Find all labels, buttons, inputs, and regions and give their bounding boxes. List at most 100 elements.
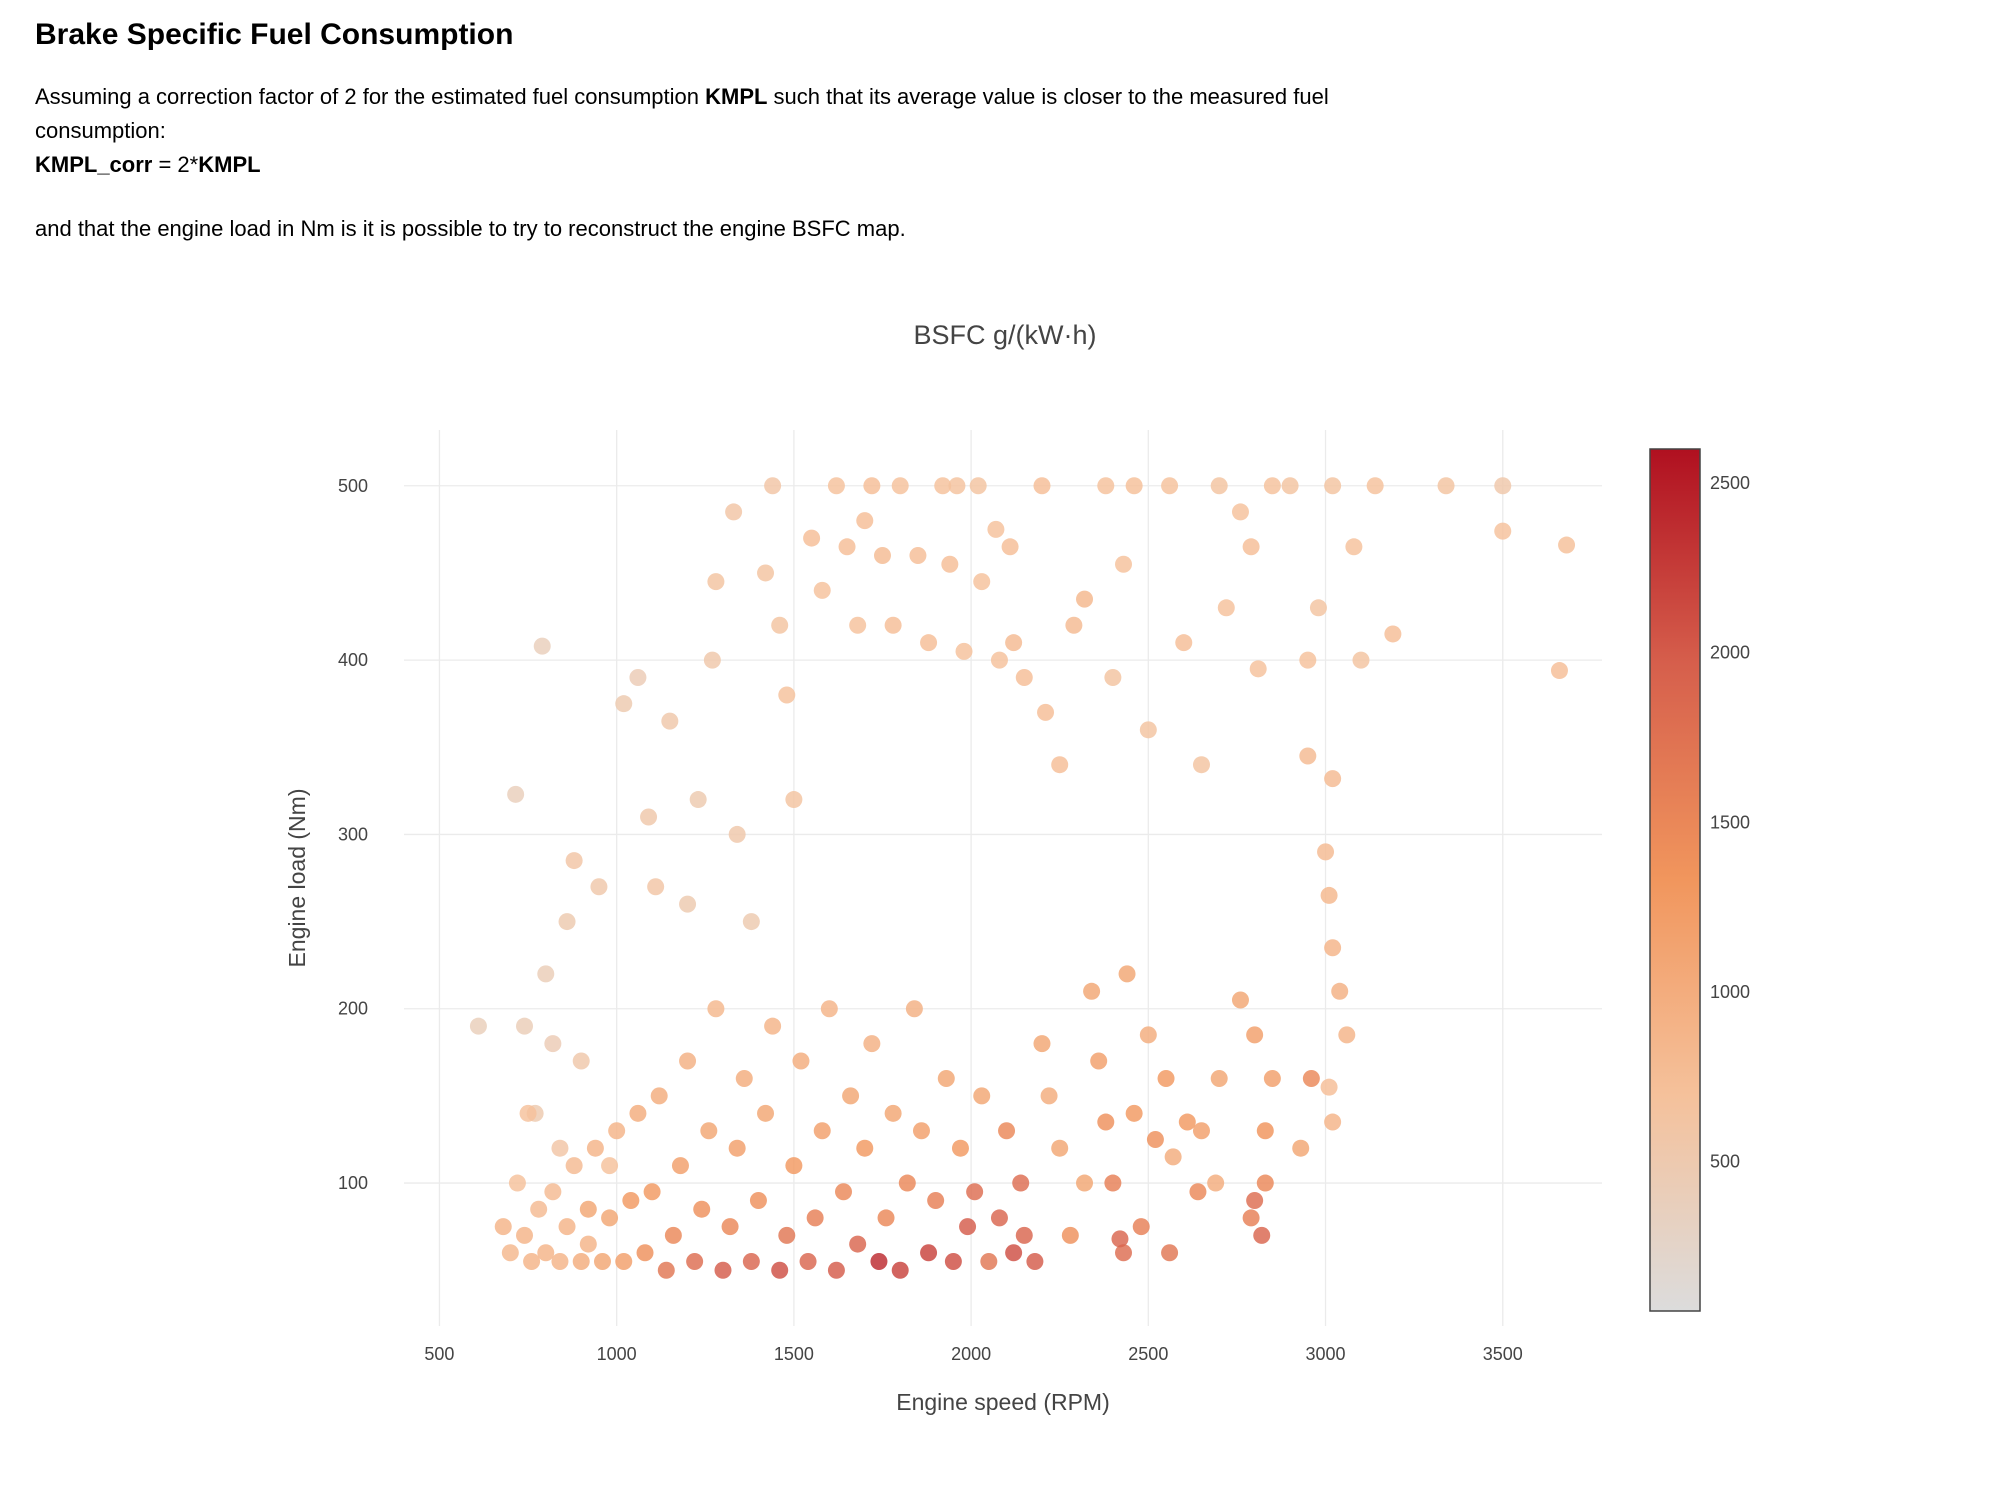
data-point[interactable] xyxy=(948,477,966,495)
data-point[interactable] xyxy=(703,651,721,669)
data-point[interactable] xyxy=(1146,1130,1164,1148)
data-point[interactable] xyxy=(725,503,743,521)
data-point[interactable] xyxy=(1210,1069,1228,1087)
data-point[interactable] xyxy=(689,791,707,809)
data-point[interactable] xyxy=(799,1253,817,1271)
data-point[interactable] xyxy=(1076,590,1094,608)
data-point[interactable] xyxy=(707,573,725,591)
data-point[interactable] xyxy=(1494,477,1512,495)
data-point[interactable] xyxy=(944,1253,962,1271)
data-point[interactable] xyxy=(1338,1026,1356,1044)
data-point[interactable] xyxy=(951,1139,969,1157)
data-point[interactable] xyxy=(870,1253,888,1271)
data-point[interactable] xyxy=(1015,1226,1033,1244)
data-point[interactable] xyxy=(1040,1087,1058,1105)
data-point[interactable] xyxy=(735,1069,753,1087)
data-point[interactable] xyxy=(1005,1244,1023,1262)
data-point[interactable] xyxy=(1139,1026,1157,1044)
data-point[interactable] xyxy=(1104,1174,1122,1192)
data-point[interactable] xyxy=(1076,1174,1094,1192)
data-point[interactable] xyxy=(764,1017,782,1035)
data-point[interactable] xyxy=(1558,536,1576,554)
data-point[interactable] xyxy=(806,1209,824,1227)
data-point[interactable] xyxy=(508,1174,526,1192)
data-point[interactable] xyxy=(959,1218,977,1236)
data-point[interactable] xyxy=(1299,747,1317,765)
data-point[interactable] xyxy=(856,1139,874,1157)
data-point[interactable] xyxy=(785,1157,803,1175)
data-point[interactable] xyxy=(785,791,803,809)
data-point[interactable] xyxy=(863,1035,881,1053)
data-point[interactable] xyxy=(1309,599,1327,617)
data-point[interactable] xyxy=(1161,477,1179,495)
data-point[interactable] xyxy=(827,477,845,495)
data-point[interactable] xyxy=(820,1000,838,1018)
data-point[interactable] xyxy=(1324,770,1342,788)
data-point[interactable] xyxy=(707,1000,725,1018)
data-point[interactable] xyxy=(813,1122,831,1140)
data-point[interactable] xyxy=(1061,1226,1079,1244)
data-point[interactable] xyxy=(927,1191,945,1209)
data-point[interactable] xyxy=(1132,1218,1150,1236)
data-point[interactable] xyxy=(1256,1174,1274,1192)
data-point[interactable] xyxy=(920,1244,938,1262)
data-point[interactable] xyxy=(519,1104,537,1122)
data-point[interactable] xyxy=(757,1104,775,1122)
data-point[interactable] xyxy=(1083,982,1101,1000)
data-point[interactable] xyxy=(643,1183,661,1201)
data-point[interactable] xyxy=(937,1069,955,1087)
data-point[interactable] xyxy=(1231,503,1249,521)
data-point[interactable] xyxy=(558,913,576,931)
data-point[interactable] xyxy=(764,477,782,495)
data-point[interactable] xyxy=(973,573,991,591)
data-point[interactable] xyxy=(1384,625,1402,643)
data-point[interactable] xyxy=(1026,1253,1044,1271)
data-point[interactable] xyxy=(601,1209,619,1227)
data-point[interactable] xyxy=(1115,555,1133,573)
data-point[interactable] xyxy=(714,1261,732,1279)
data-point[interactable] xyxy=(679,895,697,913)
data-point[interactable] xyxy=(891,477,909,495)
data-point[interactable] xyxy=(1207,1174,1225,1192)
data-point[interactable] xyxy=(1065,616,1083,634)
data-point[interactable] xyxy=(700,1122,718,1140)
data-point[interactable] xyxy=(778,686,796,704)
data-point[interactable] xyxy=(1097,477,1115,495)
data-point[interactable] xyxy=(544,1183,562,1201)
data-point[interactable] xyxy=(792,1052,810,1070)
data-point[interactable] xyxy=(1263,1069,1281,1087)
data-point[interactable] xyxy=(1001,538,1019,556)
data-point[interactable] xyxy=(742,1253,760,1271)
data-point[interactable] xyxy=(533,637,551,655)
data-point[interactable] xyxy=(1217,599,1235,617)
data-point[interactable] xyxy=(1246,1191,1264,1209)
data-point[interactable] xyxy=(1012,1174,1030,1192)
data-point[interactable] xyxy=(1115,1244,1133,1262)
data-point[interactable] xyxy=(615,695,633,713)
data-point[interactable] xyxy=(778,1226,796,1244)
data-point[interactable] xyxy=(572,1253,590,1271)
bsfc-scatter-chart[interactable]: BSFC g/(kW·h) 500 1000 1500 2000 2500 3000 350… xyxy=(0,290,2010,1430)
data-point[interactable] xyxy=(1051,756,1069,774)
data-point[interactable] xyxy=(941,555,959,573)
data-point[interactable] xyxy=(1231,991,1249,1009)
data-point[interactable] xyxy=(537,965,555,983)
data-point[interactable] xyxy=(516,1226,534,1244)
data-point[interactable] xyxy=(593,1253,611,1271)
data-point[interactable] xyxy=(1345,538,1363,556)
data-point[interactable] xyxy=(771,1261,789,1279)
data-point[interactable] xyxy=(1317,843,1335,861)
data-point[interactable] xyxy=(1246,1026,1264,1044)
data-point[interactable] xyxy=(838,538,856,556)
data-point[interactable] xyxy=(664,1226,682,1244)
data-point[interactable] xyxy=(1157,1069,1175,1087)
data-point[interactable] xyxy=(629,669,647,687)
data-point[interactable] xyxy=(1320,1078,1338,1096)
data-point[interactable] xyxy=(1437,477,1455,495)
data-point[interactable] xyxy=(523,1253,541,1271)
data-point[interactable] xyxy=(494,1218,512,1236)
data-point[interactable] xyxy=(835,1183,853,1201)
data-point[interactable] xyxy=(757,564,775,582)
data-point[interactable] xyxy=(507,785,525,803)
data-point[interactable] xyxy=(551,1253,569,1271)
